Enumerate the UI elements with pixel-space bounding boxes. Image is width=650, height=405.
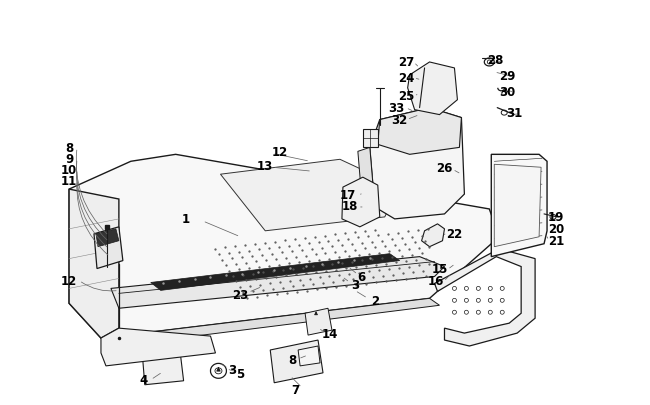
Text: 2: 2 — [370, 294, 379, 307]
Polygon shape — [422, 224, 445, 247]
Text: 12: 12 — [61, 274, 77, 287]
Polygon shape — [342, 178, 380, 227]
Polygon shape — [101, 298, 439, 346]
Text: 20: 20 — [548, 223, 564, 236]
Polygon shape — [101, 328, 215, 366]
Text: 23: 23 — [232, 288, 248, 301]
Text: 13: 13 — [257, 159, 274, 173]
Polygon shape — [370, 109, 464, 220]
Polygon shape — [69, 155, 499, 338]
Text: 8: 8 — [65, 141, 73, 154]
Text: 15: 15 — [432, 262, 448, 275]
Text: 25: 25 — [398, 90, 415, 103]
Text: 4: 4 — [140, 373, 148, 386]
Polygon shape — [298, 346, 320, 366]
Text: 12: 12 — [272, 145, 289, 158]
Polygon shape — [408, 63, 458, 115]
Polygon shape — [358, 148, 375, 211]
Polygon shape — [151, 254, 400, 291]
Polygon shape — [69, 190, 119, 338]
Text: 28: 28 — [487, 54, 504, 67]
Polygon shape — [378, 109, 462, 155]
Text: 3: 3 — [351, 278, 359, 291]
Polygon shape — [270, 340, 323, 383]
Text: 8: 8 — [288, 354, 296, 367]
Text: 17: 17 — [340, 188, 356, 201]
Text: 1: 1 — [181, 213, 190, 226]
Polygon shape — [143, 356, 183, 385]
Text: 6: 6 — [358, 270, 366, 283]
Polygon shape — [491, 155, 547, 257]
Text: 24: 24 — [398, 72, 415, 85]
Polygon shape — [305, 309, 332, 335]
Text: 18: 18 — [342, 200, 358, 213]
Polygon shape — [111, 257, 445, 309]
Text: 14: 14 — [322, 327, 338, 340]
Text: 30: 30 — [499, 86, 515, 99]
Text: 16: 16 — [427, 274, 444, 287]
Text: 3: 3 — [228, 363, 237, 376]
Polygon shape — [94, 227, 123, 269]
Polygon shape — [220, 160, 400, 231]
Polygon shape — [96, 229, 119, 247]
Text: 21: 21 — [548, 234, 564, 247]
Polygon shape — [435, 249, 535, 346]
Polygon shape — [494, 165, 541, 247]
Text: 26: 26 — [436, 161, 452, 174]
Text: 11: 11 — [61, 174, 77, 187]
Text: 10: 10 — [61, 163, 77, 176]
Text: 27: 27 — [398, 56, 415, 69]
Text: 9: 9 — [65, 152, 73, 165]
Text: 32: 32 — [391, 114, 408, 127]
Text: 31: 31 — [506, 107, 523, 120]
Text: 29: 29 — [499, 70, 515, 83]
Text: 7: 7 — [291, 383, 299, 396]
Text: 19: 19 — [548, 211, 564, 224]
Polygon shape — [363, 130, 378, 148]
Text: 33: 33 — [389, 102, 405, 115]
Text: 22: 22 — [447, 228, 463, 241]
Text: 5: 5 — [236, 367, 244, 380]
